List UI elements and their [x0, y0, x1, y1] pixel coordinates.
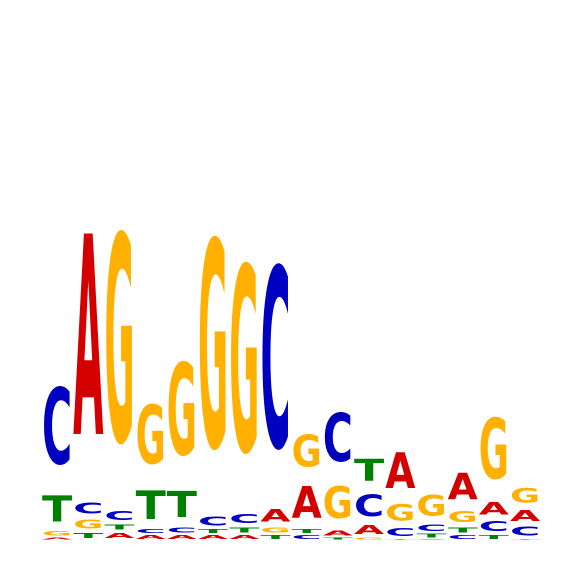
logo-letter-a: A — [510, 507, 540, 524]
logo-letter-c: C — [73, 500, 103, 517]
logo-letter-c: C — [104, 509, 134, 523]
logo-letter-a: A — [354, 523, 385, 537]
logo-letter-t: T — [260, 534, 291, 540]
logo-letter-c: C — [385, 526, 415, 539]
logo-letter-t: T — [198, 529, 229, 535]
logo-letter-c: C — [292, 534, 322, 540]
logo-letter-g: G — [198, 183, 228, 514]
logo-letter-c: C — [136, 529, 166, 535]
logo-letter-c: C — [354, 490, 384, 524]
logo-letter-t: T — [229, 526, 260, 534]
logo-letter-t: T — [510, 539, 541, 540]
logo-letter-g: G — [416, 490, 446, 523]
logo-letter-g: G — [292, 425, 322, 477]
logo-letter-a: A — [42, 537, 73, 540]
logo-letter-c: C — [229, 512, 259, 526]
logo-letter-t: T — [136, 483, 167, 529]
logo-letter-a: A — [198, 534, 229, 540]
logo-letter-a: A — [385, 444, 415, 500]
logo-letter-c: C — [323, 400, 353, 477]
logo-letter-a: A — [479, 499, 510, 519]
logo-letter-t: T — [104, 523, 135, 531]
logo-letter-g: G — [354, 537, 384, 540]
logo-letter-t: T — [73, 532, 104, 540]
logo-letter-c: C — [260, 218, 290, 505]
logo-letter-a: A — [260, 506, 291, 526]
logo-letter-g: G — [136, 389, 166, 483]
logo-letter-t: T — [292, 529, 323, 535]
logo-letter-c: C — [510, 525, 540, 539]
logo-letter-a: A — [73, 181, 103, 500]
logo-letter-t: T — [42, 490, 73, 531]
logo-letter-a: A — [292, 477, 322, 529]
logo-letter-t: T — [323, 537, 354, 540]
logo-letter-t: T — [479, 534, 510, 540]
logo-letter-c: C — [167, 526, 197, 534]
logo-letter-g: G — [323, 477, 353, 529]
logo-letter-g: G — [448, 509, 478, 526]
logo-letter-g: G — [42, 530, 72, 537]
logo-letter-t: T — [167, 485, 198, 526]
logo-letter-g: G — [260, 526, 290, 535]
logo-letter-a: A — [416, 539, 447, 540]
logo-letter-a: A — [167, 534, 198, 540]
logo-letter-g: G — [167, 337, 197, 484]
logo-letter-t: T — [385, 539, 416, 540]
logo-letter-g: G — [229, 214, 259, 511]
logo-letter-a: A — [136, 534, 167, 540]
logo-letter-g: G — [104, 177, 134, 508]
logo-letter-c: C — [198, 515, 228, 529]
logo-letter-a: A — [229, 534, 260, 540]
logo-letter-t: T — [448, 526, 479, 534]
logo-letter-a: A — [323, 529, 354, 538]
logo-letter-g: G — [479, 402, 509, 499]
logo-letter-c: C — [479, 519, 509, 534]
logo-letter-t: T — [354, 453, 384, 488]
logo-letter-a: A — [104, 531, 135, 540]
logo-letter-c: C — [416, 523, 446, 533]
logo-letter-t: T — [416, 533, 447, 539]
logo-letter-g: G — [510, 484, 540, 507]
logo-letter-g: G — [385, 501, 415, 526]
logo-letter-a: A — [448, 466, 479, 509]
logo-letter-c: C — [42, 368, 72, 489]
logo-letter-g: G — [73, 518, 103, 532]
logo-letter-c: C — [448, 534, 478, 540]
